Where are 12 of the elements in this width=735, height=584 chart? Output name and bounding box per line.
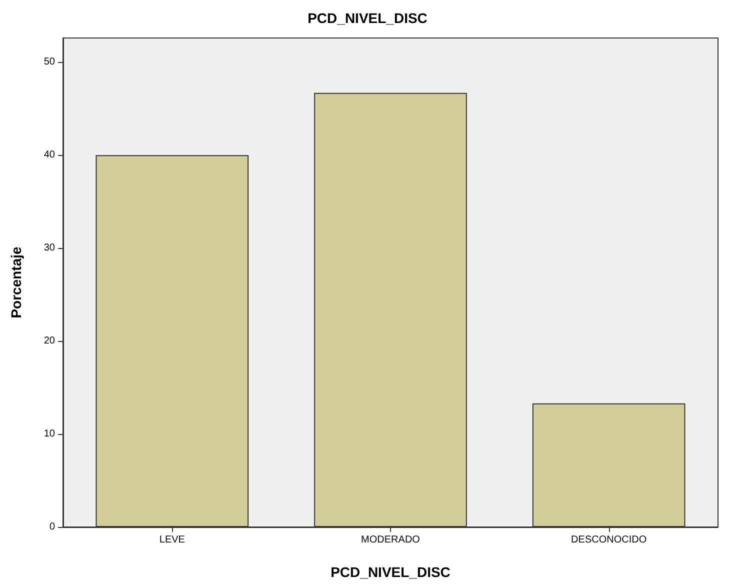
- x-tick-label: LEVE: [159, 534, 186, 546]
- y-tick-label: 50: [44, 56, 56, 68]
- y-tick-label: 10: [44, 428, 56, 440]
- chart-title: PCD_NIVEL_DISC: [308, 10, 428, 26]
- y-tick-label: 40: [44, 150, 56, 161]
- x-axis-title: PCD_NIVEL_DISC: [330, 564, 450, 580]
- y-tick-label: 0: [49, 522, 56, 532]
- y-tick-label: 30: [44, 242, 56, 254]
- y-tick-label: 20: [44, 336, 56, 347]
- y-axis-title: Porcentaje: [8, 246, 24, 318]
- x-tick-label: MODERADO: [361, 534, 420, 546]
- x-tick-label: DESCONOCIDO: [571, 534, 647, 546]
